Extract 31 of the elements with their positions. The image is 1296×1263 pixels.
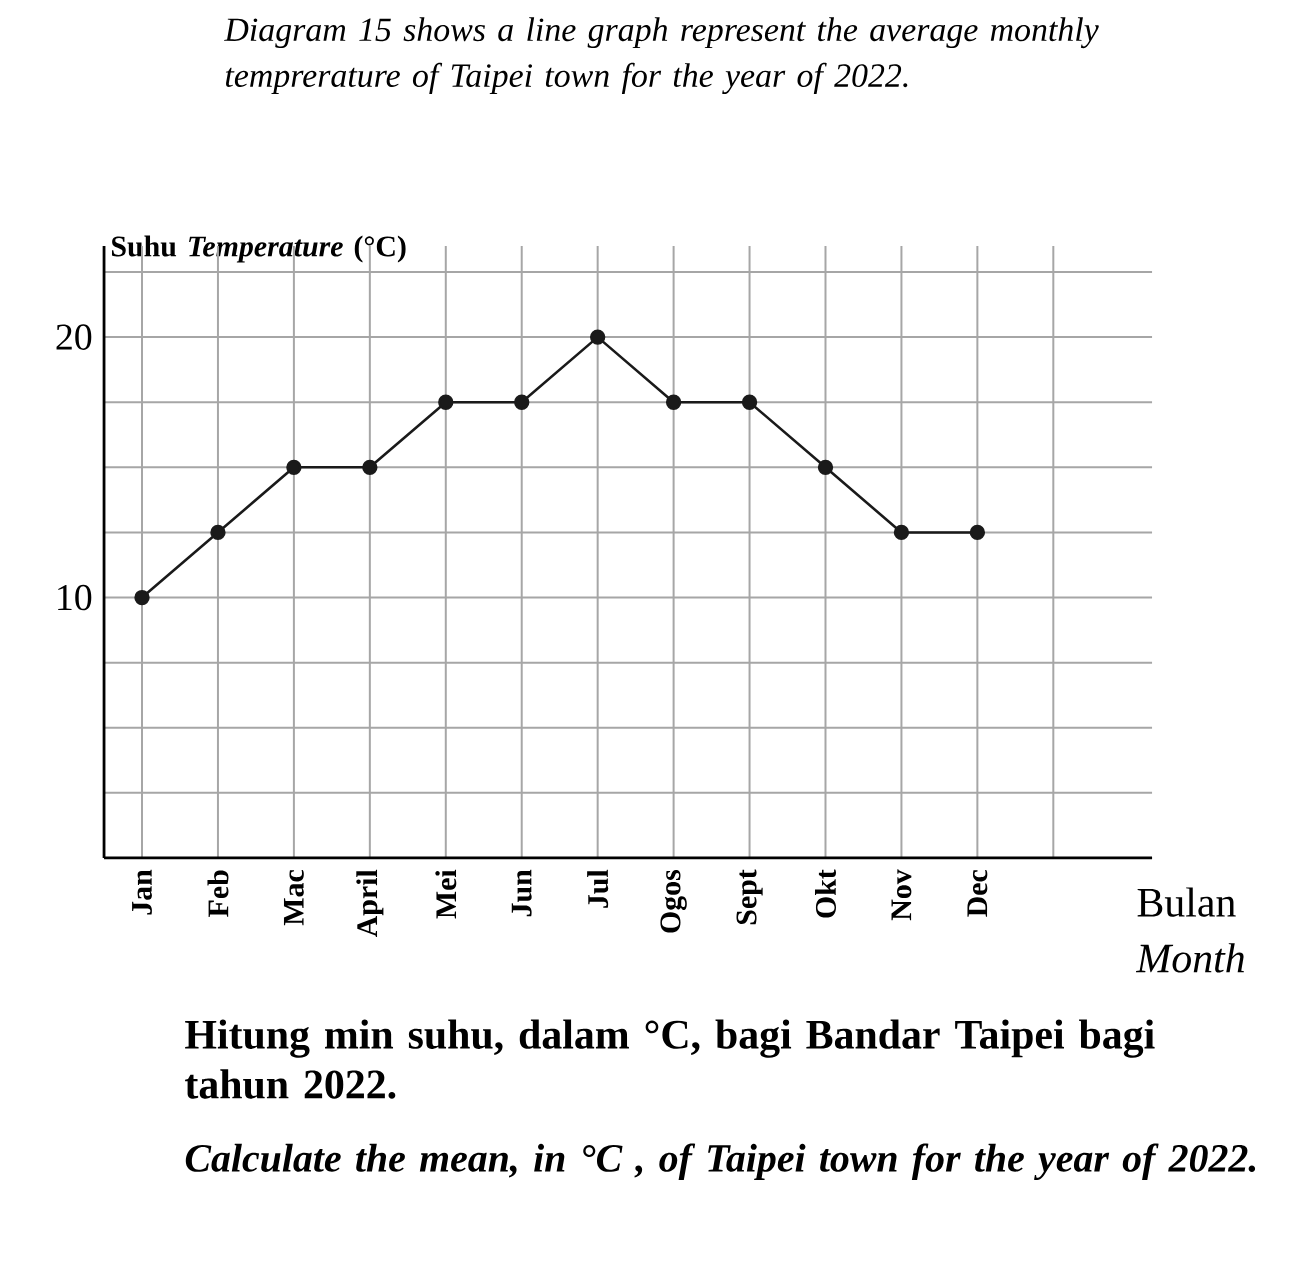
x-tick-label: Ogos <box>660 869 687 933</box>
point <box>589 329 606 345</box>
x-tick-label: Jan <box>132 869 152 915</box>
point <box>741 394 758 410</box>
chart-title: Diagram 15 shows a line graph represent the average monthly temprerature of Taipei town for the year of 2022. <box>224 17 1099 95</box>
point <box>438 394 454 410</box>
point <box>286 459 302 476</box>
x-tick-label: Okt <box>815 869 836 918</box>
x-tick-label: Sept <box>736 869 763 925</box>
x-tick-label: April <box>356 869 384 938</box>
point <box>134 589 150 606</box>
point <box>362 459 378 476</box>
x-tick-label: Nov <box>891 869 912 921</box>
x-tick-label: Feb <box>207 870 229 917</box>
x-tick-label: Dec <box>967 870 988 917</box>
point <box>665 394 682 410</box>
x-tick-label: Jun <box>511 869 532 917</box>
point <box>817 459 834 476</box>
text: Calculate the mean, in °C , of Taipei town for the year of 2022. <box>185 1143 1256 1181</box>
point <box>210 524 226 541</box>
y-tick-label: 20 <box>56 324 92 350</box>
x-axis-title: Bulan Month <box>1135 887 1244 973</box>
y-tick-label: 10 <box>58 584 92 611</box>
y-axis-title: Suhu Temperature (°C) <box>112 235 406 263</box>
text: Hitung min suhu, dalam °C, bagi Bandar Taipei bagi tahun 2022. <box>185 1019 1155 1099</box>
point <box>893 524 910 541</box>
x-tick-label: Jul <box>587 869 609 908</box>
x-tick-label: Mac <box>283 870 304 926</box>
x-tick-label: Mei <box>435 869 457 919</box>
point <box>514 394 530 410</box>
point <box>969 524 986 541</box>
